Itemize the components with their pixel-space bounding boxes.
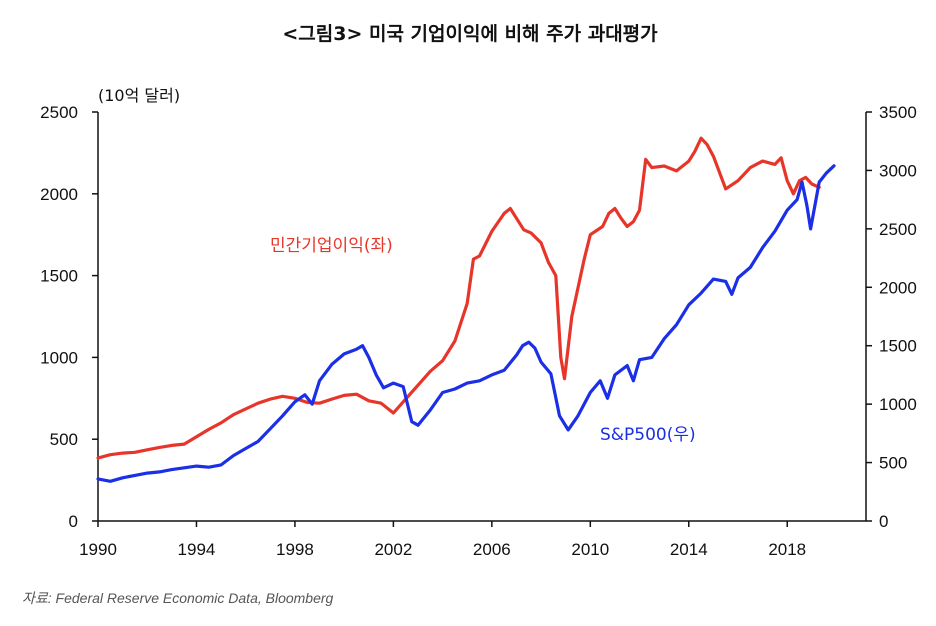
- series-group: [96, 136, 836, 483]
- right-tick-label: 2500: [879, 220, 917, 239]
- x-tick-label: 2002: [374, 540, 412, 559]
- x-tick-label: 2014: [670, 540, 708, 559]
- left-tick-label: 500: [50, 430, 78, 449]
- left-tick-label: 2500: [40, 103, 78, 122]
- x-tick-label: 1990: [79, 540, 117, 559]
- x-tick-label: 2010: [571, 540, 609, 559]
- x-tick-label: 2006: [473, 540, 511, 559]
- right-tick-label: 1500: [879, 337, 917, 356]
- right-tick-label: 0: [879, 512, 888, 531]
- unit-label: (10억 달러): [98, 86, 180, 105]
- profits-series-line: [96, 136, 821, 460]
- axes: [97, 112, 867, 522]
- right-tick-label: 2000: [879, 278, 917, 297]
- right-tick-label: 500: [879, 454, 907, 473]
- right-tick-label: 3000: [879, 161, 917, 180]
- source-note: 자료: Federal Reserve Economic Data, Bloom…: [22, 590, 334, 606]
- right-tick-label: 1000: [879, 395, 917, 414]
- series-label-sp500: S&P500(우): [600, 425, 696, 445]
- x-tick-label: 2018: [768, 540, 806, 559]
- left-tick-label: 0: [69, 512, 78, 531]
- sp500-series-line: [96, 164, 836, 483]
- left-tick-label: 2000: [40, 185, 78, 204]
- x-tick-label: 1998: [276, 540, 314, 559]
- left-tick-label: 1500: [40, 267, 78, 286]
- left-tick-label: 1000: [40, 348, 78, 367]
- x-tick-label: 1994: [178, 540, 216, 559]
- tick-group: 0 500 1000 1500 2000 2500 0 500 1000 1500 2000 2500…: [40, 103, 917, 559]
- series-label-profits: 민간기업이익(좌): [270, 236, 393, 256]
- right-tick-label: 3500: [879, 103, 917, 122]
- chart-title: <그림3> 미국 기업이익에 비해 주가 과대평가: [282, 23, 658, 45]
